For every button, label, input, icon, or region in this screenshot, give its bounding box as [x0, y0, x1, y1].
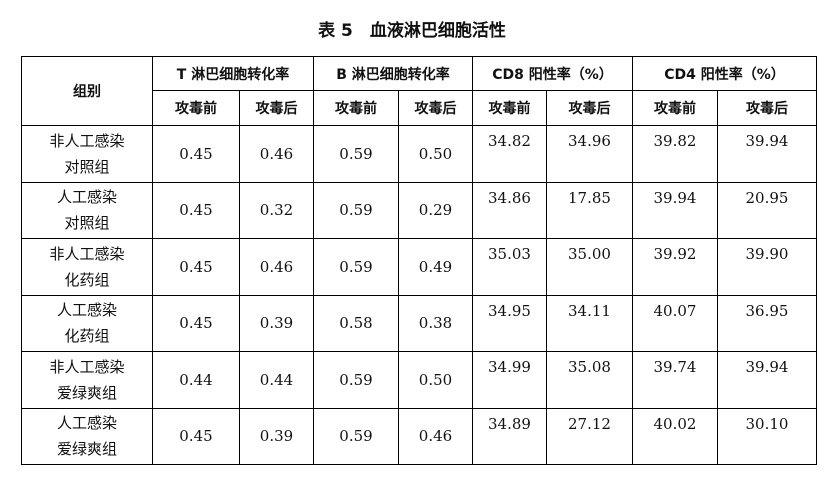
b-before-cell: 0.59	[313, 125, 399, 183]
header-after: 攻毒后	[239, 90, 314, 126]
b-after-cell: 0.50	[398, 351, 473, 409]
header-after: 攻毒后	[717, 90, 817, 126]
t-before-cell: 0.44	[152, 351, 240, 409]
cd4-after-cell: 39.94	[717, 351, 817, 409]
cd8-before-cell: 34.86	[472, 181, 547, 239]
group-name-line: 爱绿爽组	[56, 440, 117, 459]
cd8-after-cell: 34.11	[546, 294, 633, 352]
b-before-cell: 0.59	[313, 407, 399, 465]
b-after-cell: 0.46	[398, 407, 473, 465]
cd4-after-cell: 39.90	[717, 238, 817, 296]
header-before: 攻毒前	[472, 90, 547, 126]
cd8-after-cell: 34.96	[546, 125, 633, 183]
table-title: 表 5 血液淋巴细胞活性	[318, 21, 506, 41]
group-name-line: 非人工感染	[49, 244, 125, 263]
group-name-line: 对照组	[64, 214, 110, 233]
header-group: 组别	[21, 56, 153, 126]
group-name-line: 爱绿爽组	[56, 383, 117, 402]
cd8-before-cell: 34.82	[472, 125, 547, 183]
group-name-line: 非人工感染	[49, 131, 125, 150]
b-after-cell: 0.29	[398, 181, 473, 239]
header-b-rate: B 淋巴细胞转化率	[313, 56, 473, 91]
group-name-line: 人工感染	[56, 188, 117, 207]
cd8-before-cell: 34.99	[472, 351, 547, 409]
cd4-after-cell: 30.10	[717, 407, 817, 465]
t-after-cell: 0.39	[239, 294, 314, 352]
t-before-cell: 0.45	[152, 125, 240, 183]
cd4-before-cell: 39.92	[632, 238, 718, 296]
t-after-cell: 0.39	[239, 407, 314, 465]
b-after-cell: 0.49	[398, 238, 473, 296]
cd8-before-cell: 34.89	[472, 407, 547, 465]
cd4-before-cell: 40.07	[632, 294, 718, 352]
table-row: 非人工感染 对照组 0.45 0.46 0.59 0.50 34.82 34.96 39.82 3…	[21, 125, 817, 183]
group-cell: 非人工感染 化药组	[21, 238, 153, 296]
group-name-line: 对照组	[64, 157, 110, 176]
group-name-line: 非人工感染	[49, 357, 125, 376]
header-before: 攻毒前	[152, 90, 240, 126]
header-before: 攻毒前	[313, 90, 399, 126]
group-cell: 人工感染 化药组	[21, 294, 153, 352]
t-after-cell: 0.46	[239, 238, 314, 296]
cd4-before-cell: 39.94	[632, 181, 718, 239]
cd8-before-cell: 34.95	[472, 294, 547, 352]
cd8-after-cell: 27.12	[546, 407, 633, 465]
t-after-cell: 0.46	[239, 125, 314, 183]
cd4-after-cell: 36.95	[717, 294, 817, 352]
t-after-cell: 0.32	[239, 181, 314, 239]
b-before-cell: 0.59	[313, 351, 399, 409]
b-after-cell: 0.50	[398, 125, 473, 183]
cd8-before-cell: 35.03	[472, 238, 547, 296]
header-cd4: CD4 阳性率（%）	[632, 56, 817, 91]
t-before-cell: 0.45	[152, 181, 240, 239]
header-after: 攻毒后	[398, 90, 473, 126]
group-cell: 人工感染 对照组	[21, 181, 153, 239]
lymphocyte-activity-table: 组别 T 淋巴细胞转化率 B 淋巴细胞转化率 CD8 阳性率（%） CD4 阳性…	[21, 56, 817, 465]
group-name-line: 化药组	[64, 270, 110, 289]
cd4-before-cell: 39.82	[632, 125, 718, 183]
b-before-cell: 0.59	[313, 181, 399, 239]
table-row: 人工感染 化药组 0.45 0.39 0.58 0.38 34.95 34.11 40.07 36…	[21, 294, 817, 352]
t-before-cell: 0.45	[152, 238, 240, 296]
t-before-cell: 0.45	[152, 294, 240, 352]
b-before-cell: 0.59	[313, 238, 399, 296]
cd4-before-cell: 39.74	[632, 351, 718, 409]
t-after-cell: 0.44	[239, 351, 314, 409]
header-t-rate: T 淋巴细胞转化率	[152, 56, 314, 91]
header-after: 攻毒后	[546, 90, 633, 126]
header-cd8: CD8 阳性率（%）	[472, 56, 633, 91]
group-cell: 非人工感染 爱绿爽组	[21, 351, 153, 409]
b-after-cell: 0.38	[398, 294, 473, 352]
cd8-after-cell: 35.00	[546, 238, 633, 296]
cd4-before-cell: 40.02	[632, 407, 718, 465]
table-row: 非人工感染 化药组 0.45 0.46 0.59 0.49 35.03 35.00 39.92 3…	[21, 238, 817, 296]
group-cell: 非人工感染 对照组	[21, 125, 153, 183]
group-name-line: 化药组	[64, 327, 110, 346]
table-row: 人工感染 对照组 0.45 0.32 0.59 0.29 34.86 17.85 39.94 20…	[21, 181, 817, 239]
t-before-cell: 0.45	[152, 407, 240, 465]
group-name-line: 人工感染	[56, 301, 117, 320]
group-cell: 人工感染 爱绿爽组	[21, 407, 153, 465]
table-row: 人工感染 爱绿爽组 0.45 0.39 0.59 0.46 34.89 27.12 40.02 3…	[21, 407, 817, 465]
cd8-after-cell: 35.08	[546, 351, 633, 409]
cd8-after-cell: 17.85	[546, 181, 633, 239]
cd4-after-cell: 39.94	[717, 125, 817, 183]
b-before-cell: 0.58	[313, 294, 399, 352]
cd4-after-cell: 20.95	[717, 181, 817, 239]
group-name-line: 人工感染	[56, 414, 117, 433]
header-before: 攻毒前	[632, 90, 718, 126]
table-row: 非人工感染 爱绿爽组 0.44 0.44 0.59 0.50 34.99 35.08 39.74…	[21, 351, 817, 409]
